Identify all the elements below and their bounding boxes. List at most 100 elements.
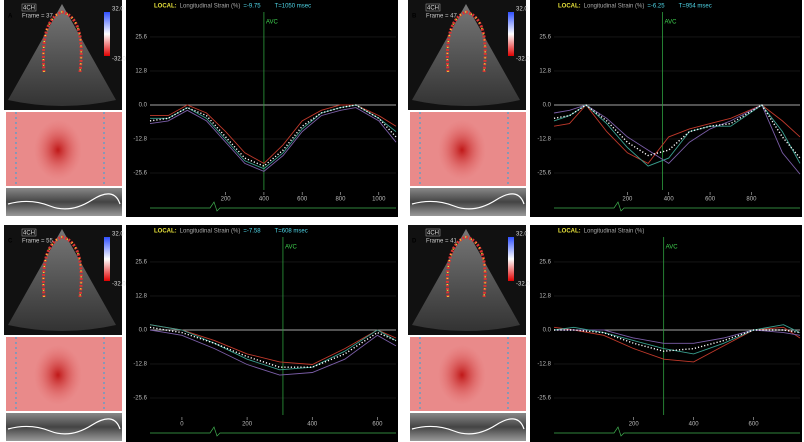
scale-bottom: -32.0 xyxy=(516,57,530,63)
header-local-label: LOCAL: xyxy=(558,229,581,235)
header-time-text: T=954 msec xyxy=(679,4,712,10)
tracking-points xyxy=(446,11,486,73)
view-label: 4CH xyxy=(427,230,439,236)
strain-curve xyxy=(553,324,801,355)
strain-blob xyxy=(438,120,486,180)
header-local-label: LOCAL: xyxy=(154,4,177,10)
y-tick-label: -12.8 xyxy=(537,137,551,143)
header-measure: Longitudinal Strain (%) xyxy=(584,229,645,235)
ecg-trace xyxy=(150,426,396,437)
strain-curve xyxy=(149,324,397,371)
echo-sector xyxy=(412,4,520,106)
panel: 32.0 -32.0 4CH Frame = 47 B LOCAL: Longitudina… xyxy=(408,0,802,217)
strain-curve xyxy=(553,104,801,159)
strain-curve xyxy=(149,329,397,376)
strain-curve xyxy=(149,326,397,368)
echo-sector xyxy=(8,4,116,106)
y-tick-label: -12.8 xyxy=(537,362,551,368)
header-local-label: LOCAL: xyxy=(558,4,581,10)
x-tick-label: 800 xyxy=(335,197,346,203)
y-tick-label: 25.6 xyxy=(135,35,147,41)
scale-top: 32.0 xyxy=(112,232,124,238)
y-tick-label: -25.6 xyxy=(133,396,147,402)
color-bar xyxy=(508,12,514,56)
mmode-trace xyxy=(7,418,121,435)
plot-background xyxy=(126,225,398,442)
y-tick-label: 0.0 xyxy=(543,103,552,109)
y-tick-label: -12.8 xyxy=(133,362,147,368)
color-bar xyxy=(508,237,514,281)
mmode-trace xyxy=(411,193,525,210)
view-box xyxy=(21,3,37,12)
x-tick-label: 400 xyxy=(307,422,318,428)
panel-letter: D xyxy=(412,239,417,245)
y-tick-label: -25.6 xyxy=(537,396,551,402)
y-tick-label: 12.8 xyxy=(539,294,551,300)
panel-letter: A xyxy=(8,14,13,20)
scale-top: 32.0 xyxy=(516,7,528,13)
ecg-trace xyxy=(554,426,800,437)
y-tick-label: 12.8 xyxy=(539,69,551,75)
header-value-text: =-6.25 xyxy=(647,4,665,10)
avc-label: AVC xyxy=(665,20,678,26)
scale-bottom: -32.0 xyxy=(112,282,126,288)
x-tick-label: 200 xyxy=(242,422,253,428)
strain-curve xyxy=(149,107,397,172)
tracking-points xyxy=(42,11,82,73)
frame-label: Frame = 55 xyxy=(22,239,54,245)
scale-bottom: -32.0 xyxy=(516,282,530,288)
header-measure: Longitudinal Strain (%) xyxy=(180,4,241,10)
y-tick-label: 25.6 xyxy=(539,260,551,266)
ecg-trace xyxy=(554,201,800,212)
view-label: 4CH xyxy=(23,230,35,236)
frame-label: Frame = 37 xyxy=(22,14,54,20)
color-bar xyxy=(104,12,110,56)
y-tick-label: -12.8 xyxy=(133,137,147,143)
strain-blob xyxy=(34,120,82,180)
strain-blob xyxy=(438,345,486,405)
x-tick-label: 400 xyxy=(689,422,700,428)
x-tick-label: 600 xyxy=(705,197,716,203)
scale-top: 32.0 xyxy=(516,232,528,238)
color-bar xyxy=(104,237,110,281)
avc-label: AVC xyxy=(266,20,279,26)
y-tick-label: 0.0 xyxy=(543,328,552,334)
y-tick-label: 0.0 xyxy=(139,328,148,334)
panel: 32.0 -32.0 4CH Frame = 41 D LOCAL: Longitudina… xyxy=(408,225,802,442)
panel: 32.0 -32.0 4CH Frame = 55 C LOCAL: Longitudina… xyxy=(4,225,398,442)
avc-label: AVC xyxy=(666,245,679,251)
echo-sector xyxy=(412,229,520,331)
y-tick-label: 0.0 xyxy=(139,103,148,109)
plot-background xyxy=(530,0,802,217)
view-box xyxy=(425,3,441,12)
strain-curve xyxy=(553,326,801,363)
header-time-text: T=1050 msec xyxy=(275,4,312,10)
header-measure: Longitudinal Strain (%) xyxy=(584,4,645,10)
mmode-trace xyxy=(7,193,121,210)
header-local-label: LOCAL: xyxy=(154,229,177,235)
view-label: 4CH xyxy=(427,5,439,11)
panel-letter: C xyxy=(8,239,13,245)
view-box xyxy=(21,228,37,237)
strain-curve xyxy=(149,104,397,167)
header-value-text: =-9.75 xyxy=(243,4,261,10)
frame-label: Frame = 47 xyxy=(426,14,458,20)
panel: 32.0 -32.0 4CH Frame = 37 A LOCAL: Longitudina… xyxy=(4,0,398,217)
x-tick-label: 600 xyxy=(372,422,383,428)
y-tick-label: 25.6 xyxy=(539,35,551,41)
y-tick-label: 12.8 xyxy=(135,69,147,75)
header-measure: Longitudinal Strain (%) xyxy=(180,229,241,235)
x-tick-label: 600 xyxy=(749,422,760,428)
avc-label: AVC xyxy=(285,245,298,251)
y-tick-label: 25.6 xyxy=(135,260,147,266)
x-tick-label: 200 xyxy=(221,197,232,203)
frame-label: Frame = 41 xyxy=(426,239,458,245)
view-label: 4CH xyxy=(23,5,35,11)
x-tick-label: 600 xyxy=(297,197,308,203)
tracking-points xyxy=(42,236,82,298)
x-tick-label: 400 xyxy=(664,197,675,203)
panel-letter: B xyxy=(412,14,417,20)
x-tick-label: 200 xyxy=(629,422,640,428)
echo-sector xyxy=(8,229,116,331)
